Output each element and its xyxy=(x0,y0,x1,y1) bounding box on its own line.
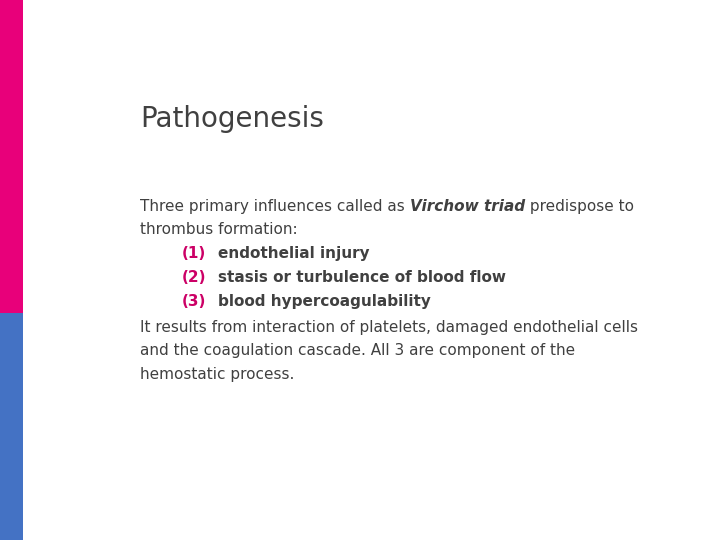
Text: Pathogenesis: Pathogenesis xyxy=(140,105,324,133)
Text: endothelial injury: endothelial injury xyxy=(218,246,370,261)
Text: It results from interaction of platelets, damaged endothelial cells: It results from interaction of platelets… xyxy=(140,320,638,335)
Text: (1): (1) xyxy=(182,246,207,261)
Text: predispose to: predispose to xyxy=(525,199,634,214)
Text: (2): (2) xyxy=(182,270,207,285)
Text: (3): (3) xyxy=(182,294,207,309)
Text: hemostatic process.: hemostatic process. xyxy=(140,367,294,382)
Text: Three primary influences called as: Three primary influences called as xyxy=(140,199,410,214)
Text: stasis or turbulence of blood flow: stasis or turbulence of blood flow xyxy=(218,270,506,285)
Text: and the coagulation cascade. All 3 are component of the: and the coagulation cascade. All 3 are c… xyxy=(140,343,575,359)
Text: blood hypercoagulability: blood hypercoagulability xyxy=(218,294,431,309)
Text: thrombus formation:: thrombus formation: xyxy=(140,221,298,237)
Text: Virchow triad: Virchow triad xyxy=(410,199,525,214)
